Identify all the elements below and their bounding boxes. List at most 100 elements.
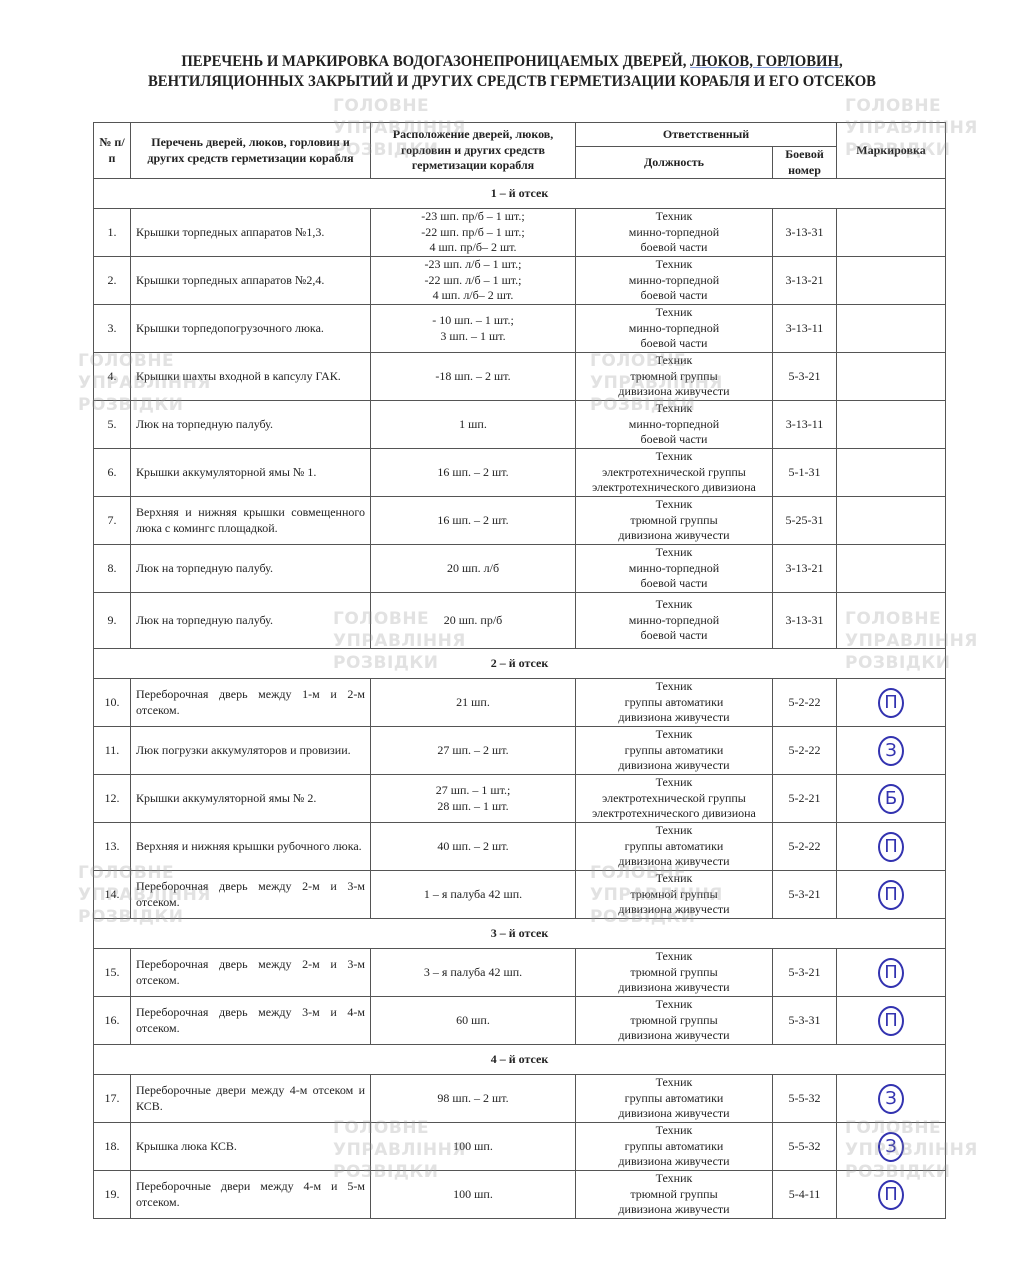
position-line: Техник <box>655 823 693 838</box>
item-name: Крышки торпедных аппаратов №1,3. <box>130 208 371 257</box>
location-line: -22 шп. л/б – 1 шт.; <box>424 272 522 287</box>
location-line: 100 шп. <box>453 1186 493 1201</box>
marking-cell <box>836 256 946 305</box>
item-name: Люк на торпедную палубу. <box>130 544 371 593</box>
table-row: 3. Крышки торпедопогрузочного люка. - 10 ш… <box>93 304 946 353</box>
header-position: Должность <box>575 146 773 179</box>
position-line: Техник <box>655 353 693 368</box>
watermark-line: ГОЛОВНЕ <box>333 96 430 116</box>
position-line: дивизиона живучести <box>618 528 730 543</box>
item-location: 60 шп. <box>370 996 576 1045</box>
marking-symbol-icon: П <box>878 1179 904 1210</box>
combat-number: 5-5-32 <box>772 1122 837 1171</box>
item-location: 100 шп. <box>370 1170 576 1219</box>
row-number: 3. <box>93 304 131 353</box>
location-line: 1 – я палуба 42 шп. <box>423 886 523 901</box>
position-line: группы автоматики <box>624 694 724 709</box>
responsible-position: Техник электротехнической группы электроте… <box>575 774 773 823</box>
location-line: 16 шп. – 2 шт. <box>437 512 509 527</box>
position-line: дивизиона живучести <box>618 710 730 725</box>
item-name: Крышки аккумуляторной ямы № 2. <box>130 774 371 823</box>
table-row: 12. Крышки аккумуляторной ямы № 2. 27 шп. … <box>93 774 946 823</box>
combat-number: 5-2-22 <box>772 678 837 727</box>
marking-cell: П <box>836 870 946 919</box>
location-line: 1 шп. <box>459 416 487 431</box>
item-name: Переборочные двери между 4-м отсеком и К… <box>130 1074 371 1123</box>
row-number: 13. <box>93 822 131 871</box>
location-line: 28 шп. – 1 шт. <box>437 798 509 813</box>
position-line: дивизиона живучести <box>618 1028 730 1043</box>
location-line: 27 шп. – 2 шт. <box>437 742 509 757</box>
item-name: Люк погрузки аккумуляторов и провизии. <box>130 726 371 775</box>
responsible-position: Техник минно-торпедной боевой части <box>575 208 773 257</box>
combat-number: 5-3-21 <box>772 870 837 919</box>
location-line: 60 шп. <box>456 1012 490 1027</box>
combat-number: 5-3-21 <box>772 948 837 997</box>
item-location: 1 шп. <box>370 400 576 449</box>
marking-symbol-icon: Б <box>878 783 904 814</box>
location-line: -18 шп. – 2 шт. <box>435 368 511 383</box>
responsible-position: Техник трюмной группы дивизиона живучести <box>575 1170 773 1219</box>
location-line: 4 шп. л/б– 2 шт. <box>432 288 514 303</box>
combat-number: 5-2-22 <box>772 822 837 871</box>
table-row: 10. Переборочная дверь между 1-м и 2-м от… <box>93 678 946 727</box>
table-row: 13. Верхняя и нижняя крышки рубочного люк… <box>93 822 946 871</box>
item-location: 20 шп. л/б <box>370 544 576 593</box>
table-row: 7. Верхняя и нижняя крышки совмещенного л… <box>93 496 946 545</box>
position-line: дивизиона живучести <box>618 384 730 399</box>
item-location: 3 – я палуба 42 шп. <box>370 948 576 997</box>
item-location: -23 шп. пр/б – 1 шт.; -22 шп. пр/б – 1 шт… <box>370 208 576 257</box>
position-line: боевой части <box>640 576 708 591</box>
marking-symbol-icon: П <box>878 957 904 988</box>
responsible-position: Техник минно-торпедной боевой части <box>575 256 773 305</box>
header-items: Перечень дверей, люков, горловин и други… <box>130 122 371 179</box>
position-line: группы автоматики <box>624 838 724 853</box>
position-line: группы автоматики <box>624 1138 724 1153</box>
combat-number: 5-1-31 <box>772 448 837 497</box>
marking-cell <box>836 208 946 257</box>
combat-number: 3-13-11 <box>772 304 837 353</box>
header-marking: Маркировка <box>836 122 946 179</box>
combat-number: 3-13-11 <box>772 400 837 449</box>
marking-symbol-icon: П <box>878 879 904 910</box>
item-location: 21 шп. <box>370 678 576 727</box>
position-line: дивизиона живучести <box>618 1106 730 1121</box>
combat-number: 5-4-11 <box>772 1170 837 1219</box>
item-location: 40 шп. – 2 шт. <box>370 822 576 871</box>
position-line: электротехнической группы <box>602 464 746 479</box>
item-name: Крышка люка КСВ. <box>130 1122 371 1171</box>
position-line: Техник <box>655 1075 693 1090</box>
position-line: боевой части <box>640 432 708 447</box>
responsible-position: Техник группы автоматики дивизиона живучес… <box>575 1074 773 1123</box>
responsible-position: Техник трюмной группы дивизиона живучести <box>575 352 773 401</box>
title-line-1: ПЕРЕЧЕНЬ И МАРКИРОВКА ВОДОГАЗОНЕПРОНИЦАЕ… <box>41 52 983 72</box>
location-line: 20 шп. л/б <box>446 560 500 575</box>
marking-cell: З <box>836 726 946 775</box>
item-location: 98 шп. – 2 шт. <box>370 1074 576 1123</box>
position-line: Техник <box>655 949 693 964</box>
item-name: Переборочная дверь между 3-м и 4-м отсек… <box>130 996 371 1045</box>
position-line: трюмной группы <box>630 512 718 527</box>
combat-number: 5-2-21 <box>772 774 837 823</box>
item-name: Люк на торпедную палубу. <box>130 400 371 449</box>
position-line: трюмной группы <box>630 1186 718 1201</box>
position-line: дивизиона живучести <box>618 902 730 917</box>
section-title: 1 – й отсек <box>93 178 946 209</box>
section-row: 1 – й отсек <box>93 178 946 209</box>
position-line: Техник <box>655 497 693 512</box>
section-title: 2 – й отсек <box>93 648 946 679</box>
location-line: -23 шп. л/б – 1 шт.; <box>424 257 522 272</box>
location-line: 3 – я палуба 42 шп. <box>423 964 523 979</box>
responsible-position: Техник минно-торпедной боевой части <box>575 400 773 449</box>
table-row: 19. Переборочные двери между 4-м и 5-м от… <box>93 1170 946 1219</box>
watermark-line: ГОЛОВНЕ <box>845 96 942 116</box>
marking-cell <box>836 448 946 497</box>
position-line: Техник <box>655 1123 693 1138</box>
row-number: 7. <box>93 496 131 545</box>
combat-number: 5-3-31 <box>772 996 837 1045</box>
item-location: -18 шп. – 2 шт. <box>370 352 576 401</box>
item-name: Переборочные двери между 4-м и 5-м отсек… <box>130 1170 371 1219</box>
item-location: 16 шп. – 2 шт. <box>370 448 576 497</box>
responsible-position: Техник минно-торпедной боевой части <box>575 544 773 593</box>
responsible-position: Техник минно-торпедной боевой части <box>575 592 773 649</box>
